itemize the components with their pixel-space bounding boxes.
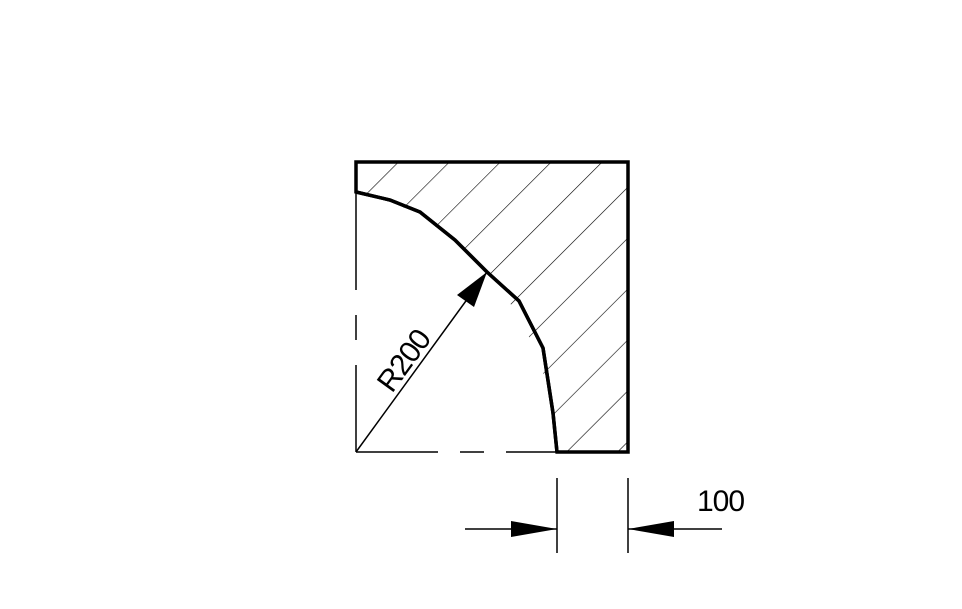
dimension-arrowhead-left xyxy=(511,521,557,537)
width-label: 100 xyxy=(697,485,744,518)
hatched-section xyxy=(356,162,628,452)
radius-label: R200 xyxy=(371,324,438,398)
radius-leader xyxy=(355,271,488,453)
radius-arrowhead xyxy=(457,272,487,307)
dimension-arrowhead-right xyxy=(628,521,674,537)
